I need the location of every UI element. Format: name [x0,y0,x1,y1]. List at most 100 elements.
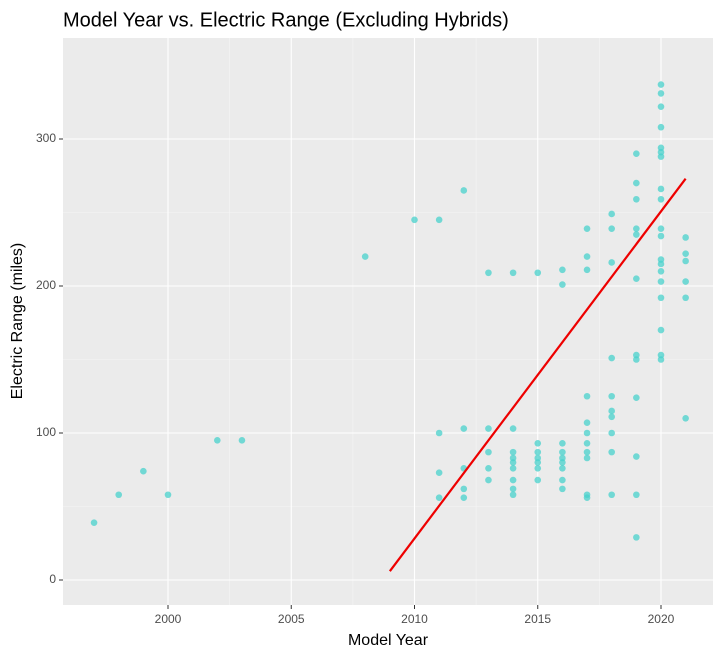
point [164,491,172,499]
x-axis-label: Model Year [348,632,429,649]
point [534,476,542,484]
point [559,439,566,447]
point [657,356,665,363]
point [534,464,542,472]
point [509,476,517,484]
point [460,485,468,493]
point [361,253,369,260]
point [559,281,566,288]
point [460,425,468,432]
point [657,260,665,268]
y-axis-label: Electric Range (miles) [9,243,26,399]
point [485,448,492,456]
point [460,187,468,194]
point [583,253,591,260]
y-tick-label: 100 [36,425,56,439]
point [534,448,542,456]
point [559,266,566,274]
point [633,150,640,157]
point [534,269,542,277]
point [140,467,147,475]
point [657,294,665,302]
point [509,459,517,466]
point [657,185,665,193]
point [90,519,98,526]
point [682,415,689,422]
point [657,278,665,285]
point [657,81,665,88]
point [657,103,665,110]
point [657,153,665,160]
point [411,216,418,224]
point [509,464,517,472]
point [633,225,640,232]
point [115,491,123,499]
point [485,464,492,472]
point [608,448,615,456]
x-tick-label: 2000 [155,612,182,626]
point [559,448,566,456]
panel [63,38,713,605]
y-tick-label: 0 [49,572,56,586]
point [633,453,640,460]
point [583,225,591,232]
y-tick-label: 300 [36,131,56,145]
point [509,491,517,499]
point [633,179,640,187]
point [657,225,665,232]
point [559,476,566,484]
x-tick-label: 2005 [278,612,305,626]
point [509,485,517,493]
point [682,294,689,302]
point [657,326,665,334]
point [633,394,640,402]
point [214,437,221,444]
point [633,231,640,238]
point [485,476,492,484]
point [608,225,615,232]
x-tick-label: 2020 [648,612,675,626]
point [559,485,566,493]
point [435,216,443,224]
point [682,250,689,257]
point [509,269,517,277]
point [509,448,517,456]
point [583,439,591,447]
point [657,232,665,240]
point [608,259,615,266]
point [608,413,615,421]
point [534,459,542,466]
x-tick-label: 2010 [401,612,428,626]
point [682,234,689,241]
point [657,123,665,131]
point [583,448,591,456]
point [682,278,689,285]
chart-title: Model Year vs. Electric Range (Excluding… [63,9,509,31]
point [583,494,591,501]
point [657,267,665,275]
point [633,491,640,499]
point [608,491,615,499]
point [435,429,443,437]
point [485,425,492,432]
point [460,494,468,501]
point [435,494,443,501]
point [583,429,591,437]
point [657,195,665,203]
point [583,454,591,462]
y-tick-label: 200 [36,278,56,292]
point [633,275,640,282]
point [608,210,615,218]
point [583,392,591,400]
point [633,195,640,203]
point [534,439,542,447]
point [435,469,443,476]
point [583,266,591,274]
point [657,90,665,97]
point [583,419,591,427]
point [509,425,517,432]
trend-line [388,178,687,572]
x-tick-label: 2015 [524,612,551,626]
point [633,534,640,541]
